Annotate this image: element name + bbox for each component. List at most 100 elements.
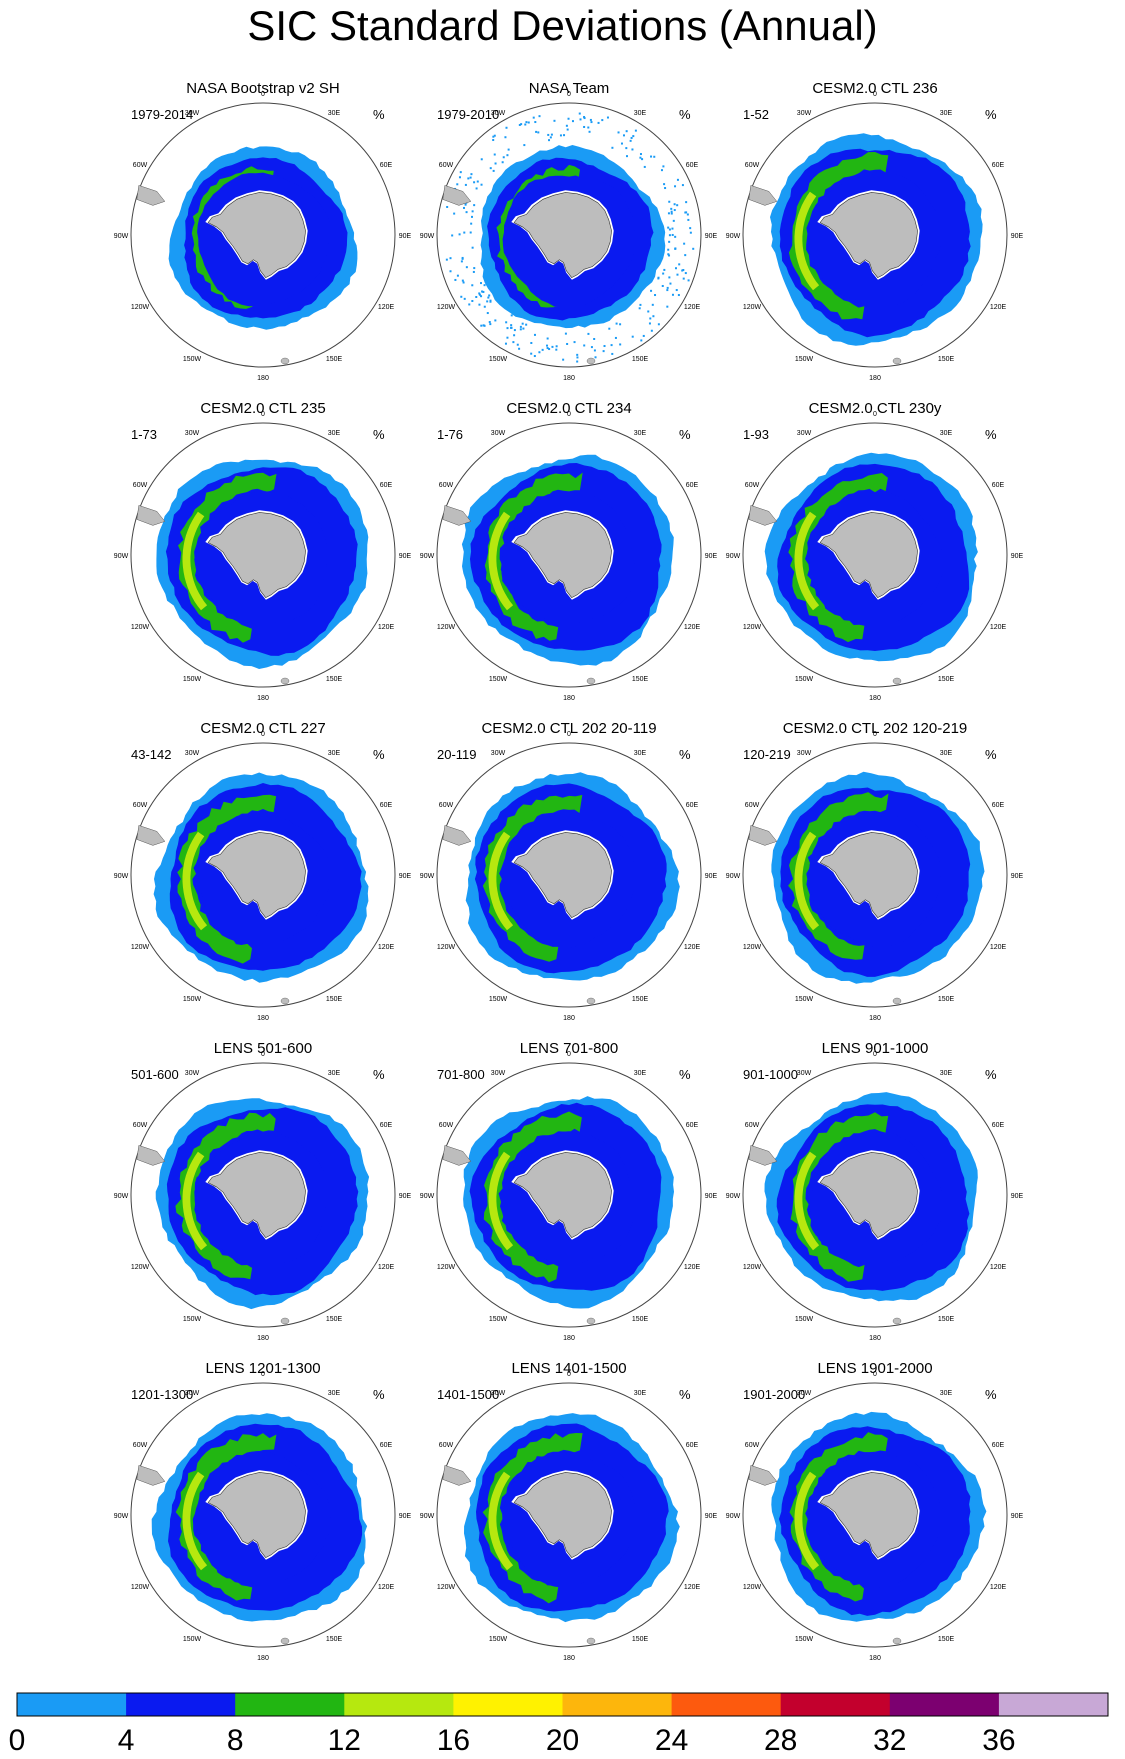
longitude-label: 60E <box>380 1122 393 1129</box>
noise-speckle <box>601 119 604 122</box>
noise-speckle <box>668 234 671 237</box>
noise-speckle <box>469 231 472 234</box>
noise-speckle <box>670 210 673 213</box>
longitude-label: 90E <box>399 1513 412 1520</box>
longitude-label: 150E <box>632 356 649 363</box>
longitude-label: 120E <box>378 1264 395 1271</box>
noise-speckle <box>597 121 600 124</box>
noise-speckle <box>674 235 677 238</box>
map-panel: CESM2.0 CTL 236 1-52 % 0 30E 60E 90E 120E 150E 18… <box>726 80 1024 382</box>
longitude-label: 120E <box>990 624 1007 631</box>
noise-speckle <box>482 324 485 327</box>
noise-speckle <box>603 345 606 348</box>
longitude-label: 0 <box>261 411 265 418</box>
noise-speckle <box>494 319 497 322</box>
noise-speckle <box>594 356 597 359</box>
noise-speckle <box>681 184 684 187</box>
longitude-label: 150E <box>632 1636 649 1643</box>
noise-speckle <box>519 325 522 328</box>
longitude-label: 120E <box>990 1584 1007 1591</box>
noise-speckle <box>462 281 465 284</box>
island <box>280 677 290 685</box>
noise-speckle <box>530 341 533 344</box>
noise-speckle <box>674 185 677 188</box>
noise-speckle <box>648 322 651 325</box>
longitude-label: 0 <box>873 1051 877 1058</box>
noise-speckle <box>535 130 538 133</box>
noise-speckle <box>471 284 474 287</box>
noise-speckle <box>672 219 675 222</box>
noise-speckle <box>463 297 466 300</box>
longitude-label: 120W <box>437 1584 456 1591</box>
longitude-label: 90E <box>1011 233 1024 240</box>
longitude-label: 180 <box>563 1335 575 1342</box>
longitude-label: 60W <box>439 162 454 169</box>
longitude-label: 60W <box>745 1442 760 1449</box>
longitude-label: 180 <box>869 1335 881 1342</box>
colorbar-segment <box>453 1693 563 1716</box>
antarctica-landmass <box>819 1152 918 1238</box>
noise-speckle <box>667 253 670 256</box>
panel-unit: % <box>679 747 691 762</box>
noise-speckle <box>676 178 679 181</box>
longitude-label: 180 <box>563 1015 575 1022</box>
longitude-label: 60E <box>380 1442 393 1449</box>
south-america-tip <box>136 505 166 526</box>
longitude-label: 30E <box>940 1070 953 1077</box>
panel-title: NASA Team <box>529 80 610 97</box>
noise-speckle <box>472 270 475 273</box>
noise-speckle <box>538 115 541 118</box>
noise-speckle <box>634 129 637 132</box>
noise-speckle <box>666 289 669 292</box>
longitude-label: 30E <box>328 430 341 437</box>
noise-speckle <box>673 203 676 206</box>
panel-unit: % <box>985 107 997 122</box>
noise-speckle <box>516 343 519 346</box>
noise-speckle <box>593 349 596 352</box>
longitude-label: 60W <box>439 1122 454 1129</box>
longitude-label: 90E <box>705 553 718 560</box>
sic-band-12-16 <box>794 191 820 291</box>
noise-speckle <box>669 282 672 285</box>
longitude-label: 0 <box>261 91 265 98</box>
longitude-label: 150W <box>489 676 508 683</box>
longitude-label: 60W <box>745 482 760 489</box>
longitude-label: 0 <box>567 1371 571 1378</box>
noise-speckle <box>676 273 679 276</box>
antarctica-landmass <box>207 512 306 598</box>
longitude-label: 90W <box>420 873 435 880</box>
panel-title: LENS 1401-1500 <box>511 1360 626 1377</box>
noise-speckle <box>610 344 613 347</box>
longitude-label: 30E <box>634 430 647 437</box>
longitude-label: 180 <box>869 375 881 382</box>
panel-title: CESM2.0 CTL 202 120-219 <box>783 720 968 737</box>
noise-speckle <box>650 289 653 292</box>
longitude-label: 150E <box>938 1636 955 1643</box>
noise-speckle <box>464 183 467 186</box>
longitude-label: 30E <box>634 1390 647 1397</box>
noise-speckle <box>668 200 671 203</box>
longitude-label: 60W <box>439 482 454 489</box>
noise-speckle <box>504 342 507 345</box>
noise-speckle <box>657 277 660 280</box>
noise-speckle <box>620 142 623 145</box>
noise-speckle <box>565 124 568 127</box>
sic-band-12-16 <box>182 1471 208 1571</box>
longitude-label: 150E <box>938 676 955 683</box>
antarctica-landmass <box>513 1472 612 1558</box>
longitude-label: 120E <box>684 624 701 631</box>
longitude-label: 150E <box>938 996 955 1003</box>
map-panel: NASA Team 1979-2010 % 0 30E 60E 90E 120E 150E 180… <box>420 80 718 382</box>
longitude-label: 90W <box>726 233 741 240</box>
panel-unit: % <box>373 747 385 762</box>
noise-speckle <box>668 276 671 279</box>
longitude-label: 90E <box>1011 1513 1024 1520</box>
longitude-label: 60W <box>133 1442 148 1449</box>
map-panel: CESM2.0 CTL 234 1-76 % 0 30E 60E 90E 120E 150E 18… <box>420 400 718 702</box>
panel-period: 1-52 <box>743 107 769 122</box>
south-america-tip <box>442 505 472 526</box>
longitude-label: 30W <box>797 430 812 437</box>
panel-period: 1-93 <box>743 427 769 442</box>
noise-speckle <box>476 180 479 183</box>
longitude-label: 30E <box>328 750 341 757</box>
